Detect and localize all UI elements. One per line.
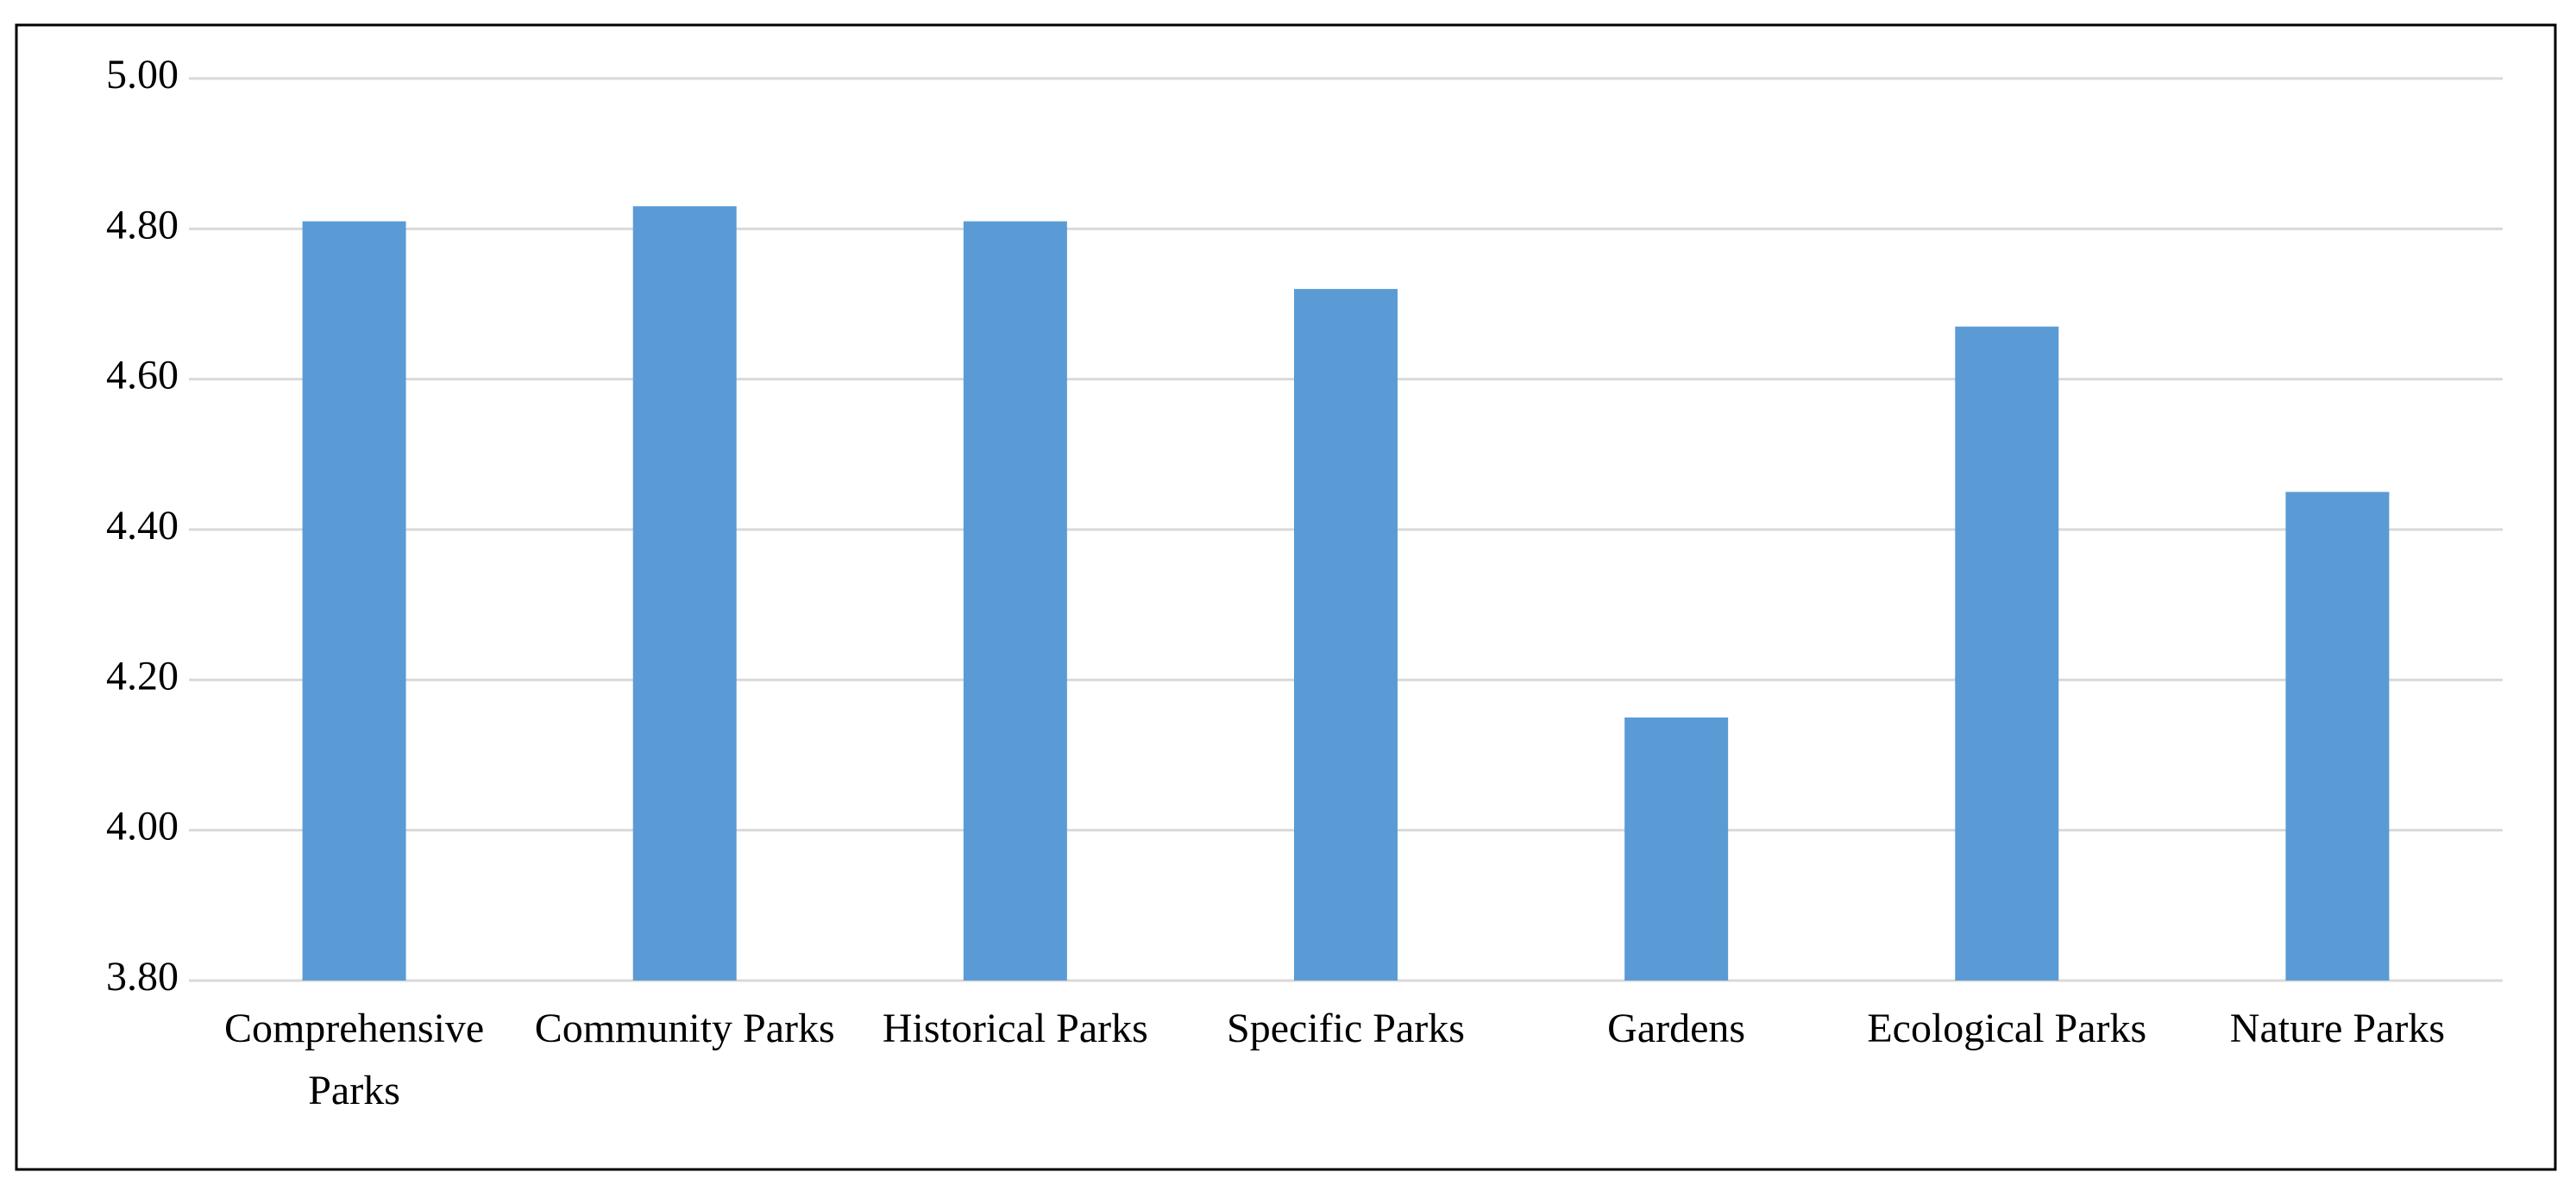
y-tick-label: 5.00 xyxy=(106,52,179,97)
y-tick-label: 3.80 xyxy=(106,954,179,1000)
bar xyxy=(1624,717,1729,981)
x-tick-label: Specific Parks xyxy=(1227,1006,1465,1051)
x-tick-label: Nature Parks xyxy=(2229,1006,2446,1051)
x-tick-label: Community Parks xyxy=(534,1006,835,1051)
y-tick-label: 4.80 xyxy=(106,202,179,248)
y-tick-label: 4.60 xyxy=(106,353,179,398)
x-tick-label: Ecological Parks xyxy=(1867,1006,2147,1051)
frame xyxy=(15,23,2557,1171)
x-tick-label: Comprehensive Parks xyxy=(223,1006,485,1113)
bar xyxy=(302,221,406,981)
bar xyxy=(632,206,737,981)
bar xyxy=(2285,492,2390,981)
y-tick-label: 4.20 xyxy=(106,653,179,699)
y-tick-label: 4.00 xyxy=(106,804,179,849)
y-tick-label: 4.40 xyxy=(106,503,179,548)
x-tick-label: Gardens xyxy=(1607,1006,1746,1051)
bar xyxy=(1955,326,2059,981)
x-tick-label: Historical Parks xyxy=(882,1006,1148,1051)
bar xyxy=(963,221,1067,981)
bar xyxy=(1294,289,1398,981)
